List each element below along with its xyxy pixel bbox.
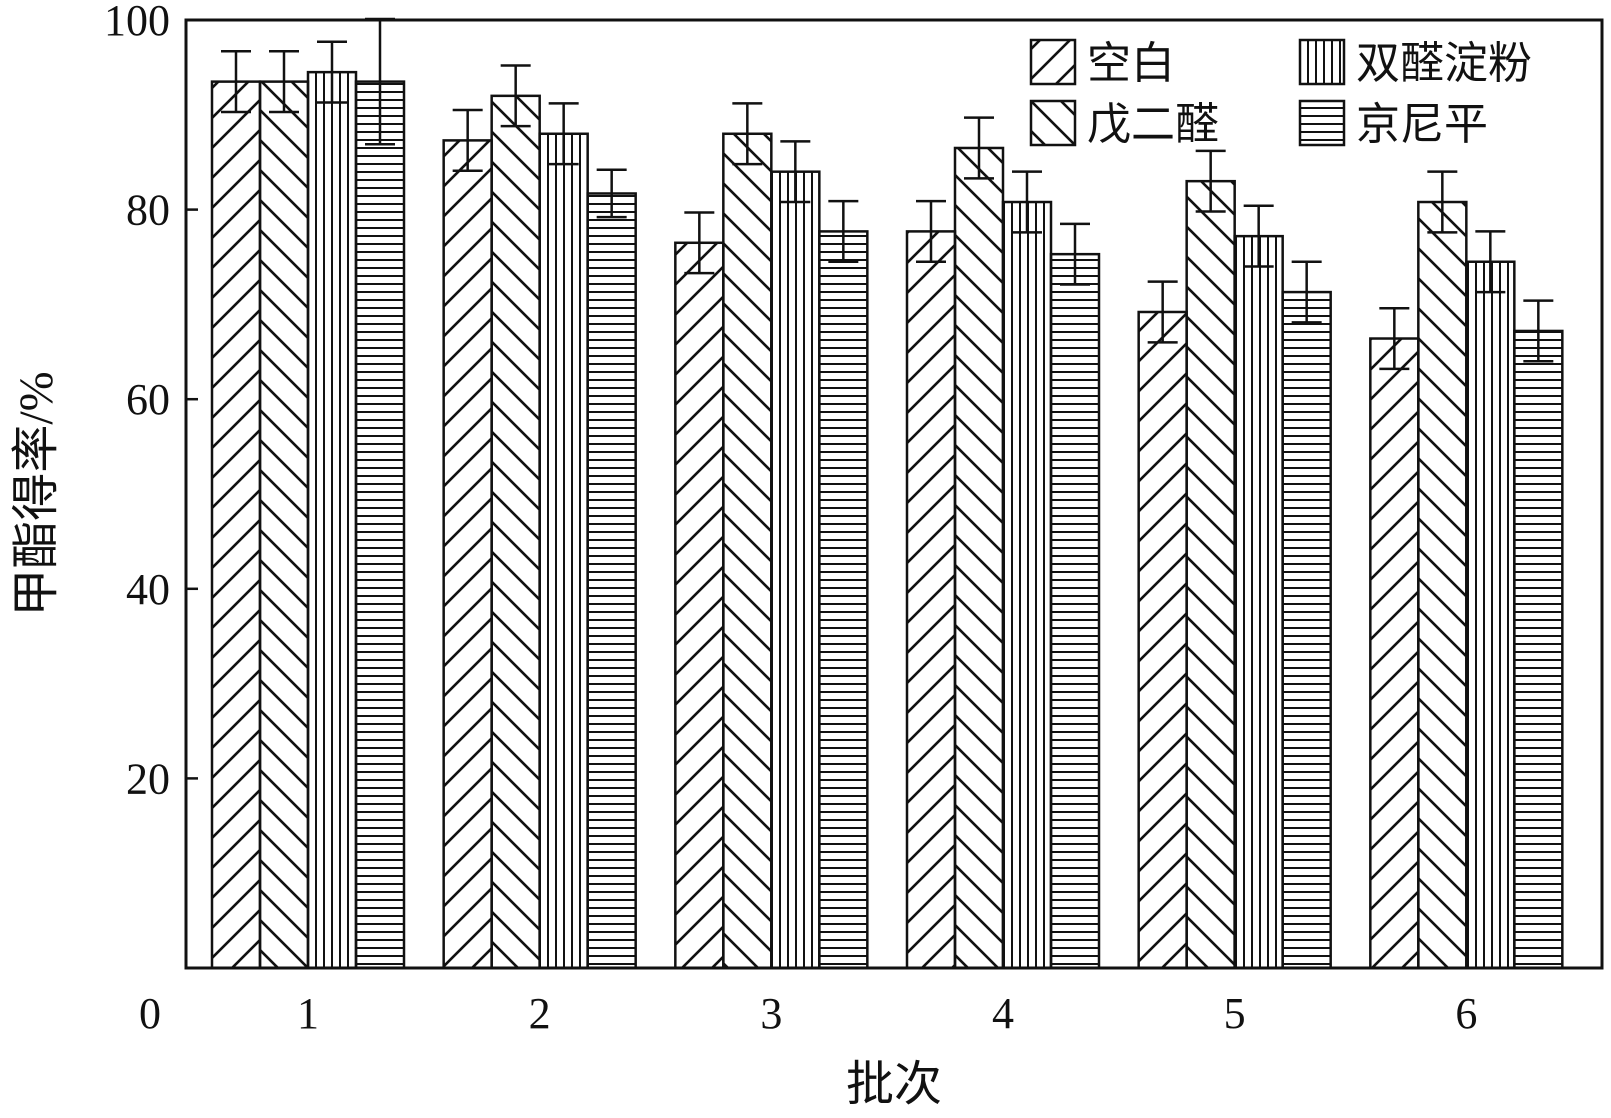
y-tick-label: 0: [139, 989, 161, 1038]
error-bars-layer: [221, 17, 1554, 371]
y-tick-label: 20: [126, 754, 170, 803]
error-bar: [1291, 260, 1322, 324]
x-tick-label: 2: [529, 989, 551, 1038]
legend-item: 双醛淀粉: [1298, 38, 1532, 88]
x-axis-title: 批次: [846, 1058, 942, 1111]
bar-diagonal-down-batch-6: [1417, 200, 1468, 970]
error-bar: [1427, 170, 1458, 234]
bar-diagonal-up-batch-1: [210, 80, 262, 970]
error-bar: [732, 102, 763, 166]
bar-vertical-lines-batch-3: [770, 170, 821, 970]
bar-diagonal-down-batch-1: [258, 80, 310, 970]
bar-vertical-lines-batch-6: [1465, 260, 1516, 970]
error-bar: [1475, 230, 1506, 294]
x-tick-label: 5: [1224, 989, 1246, 1038]
legend-swatch: [1029, 99, 1077, 147]
error-bar: [780, 140, 811, 204]
y-tick-label: 40: [126, 565, 170, 614]
error-bar: [221, 50, 251, 114]
error-bar: [269, 50, 299, 114]
bar-horizontal-lines-batch-1: [354, 80, 406, 970]
x-tick-label: 3: [760, 989, 782, 1038]
bar-diagonal-up-batch-3: [674, 241, 725, 970]
bar-horizontal-lines-batch-4: [1049, 252, 1101, 970]
legend-swatch: [1029, 38, 1077, 86]
y-tick-label: 100: [104, 0, 170, 45]
y-axis: 0 20 40 60 80 100: [104, 0, 198, 1038]
bar-diagonal-down-batch-3: [722, 132, 773, 970]
bar-horizontal-lines-batch-2: [586, 192, 637, 970]
x-tick-label: 1: [297, 989, 319, 1038]
x-axis: 1 2 3 4 5 6: [297, 989, 1477, 1038]
legend-label: 双醛淀粉: [1356, 39, 1532, 88]
x-tick-label: 6: [1455, 989, 1477, 1038]
bar-diagonal-down-batch-4: [953, 146, 1005, 970]
error-bar: [828, 199, 859, 263]
error-bar: [317, 40, 347, 104]
error-bar: [1195, 149, 1226, 213]
error-bar: [452, 108, 483, 172]
y-axis-title: 甲酯得率/%: [10, 371, 63, 616]
legend-label: 京尼平: [1356, 100, 1488, 149]
legend-item: 戊二醛: [1029, 99, 1219, 149]
error-bar: [1523, 299, 1554, 363]
bar-horizontal-lines-batch-5: [1281, 290, 1332, 970]
error-bar: [684, 211, 715, 275]
legend-label: 空白: [1087, 39, 1175, 88]
bar-vertical-lines-batch-4: [1001, 200, 1053, 970]
error-bar: [964, 116, 994, 180]
legend-swatch: [1298, 99, 1346, 147]
error-bar: [1147, 280, 1178, 344]
legend-label: 戊二醛: [1087, 100, 1219, 149]
bar-diagonal-down-batch-5: [1185, 179, 1236, 970]
legend-swatch: [1298, 38, 1346, 86]
bar-vertical-lines-batch-2: [538, 132, 589, 970]
error-bar: [1243, 204, 1274, 268]
error-bar: [548, 102, 579, 166]
x-tick-label: 4: [992, 989, 1014, 1038]
error-bar: [596, 168, 627, 219]
legend-item: 空白: [1029, 38, 1175, 88]
bar-vertical-lines-batch-5: [1233, 234, 1284, 970]
bar-horizontal-lines-batch-6: [1513, 329, 1564, 970]
error-bar: [1379, 306, 1410, 371]
plot-frame: [184, 18, 1604, 970]
error-bar: [500, 64, 531, 128]
bar-horizontal-lines-batch-3: [818, 230, 869, 970]
bar-diagonal-up-batch-4: [905, 230, 957, 970]
y-tick-label: 80: [126, 186, 170, 235]
bar-vertical-lines-batch-1: [306, 70, 358, 970]
bar-diagonal-up-batch-2: [442, 139, 493, 970]
bar-diagonal-down-batch-2: [490, 94, 541, 970]
bar-diagonal-up-batch-5: [1137, 310, 1188, 970]
bars-layer: [210, 70, 1564, 970]
error-bar: [1060, 222, 1090, 286]
y-tick-label: 60: [126, 375, 170, 424]
error-bar: [916, 199, 946, 263]
bar-diagonal-up-batch-6: [1369, 337, 1420, 970]
legend-item: 京尼平: [1298, 99, 1488, 149]
error-bar: [1012, 170, 1042, 234]
